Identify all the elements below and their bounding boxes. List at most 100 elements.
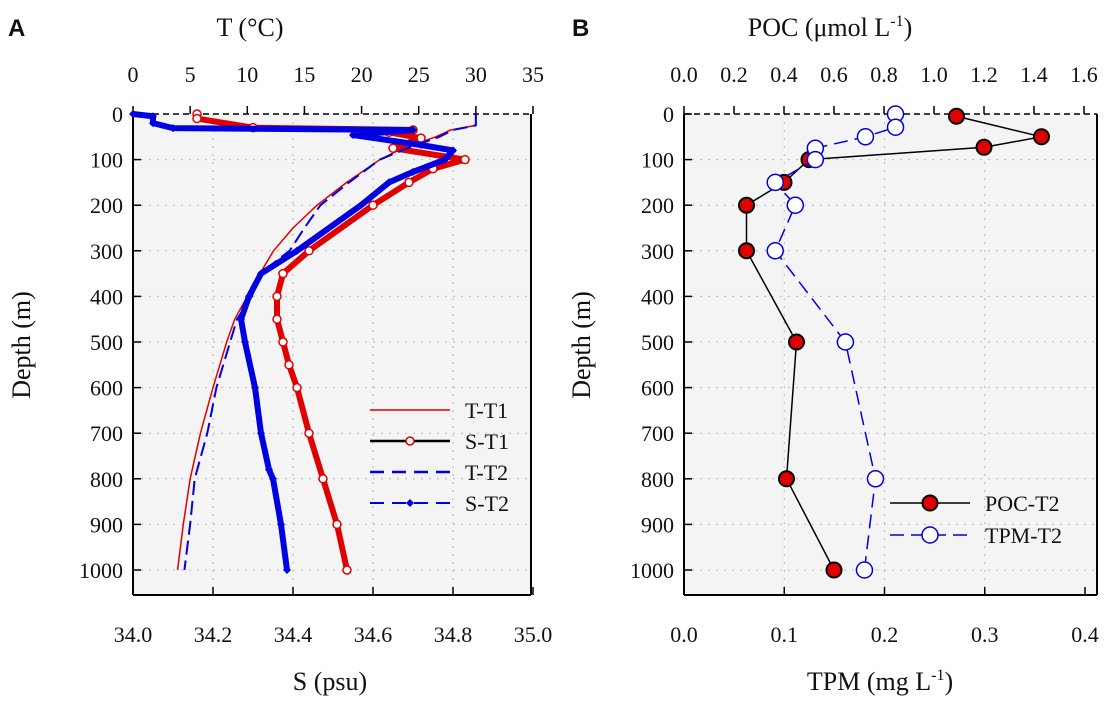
- y-tick-label: 200: [90, 193, 123, 218]
- data-point: [738, 196, 755, 214]
- data-point: [357, 201, 365, 210]
- y-tick-label: 900: [641, 512, 674, 537]
- y-tick-label: 800: [90, 467, 123, 492]
- data-point: [866, 470, 885, 488]
- bottom-tick-label: 34.2: [194, 622, 233, 647]
- top-axis-title: POC (μmol L-1): [748, 13, 913, 42]
- bottom-tick-label: 34.0: [114, 622, 153, 647]
- data-point: [277, 520, 285, 529]
- y-tick-label: 700: [90, 421, 123, 446]
- axis-title-superscript: -1: [931, 667, 944, 684]
- data-point: [786, 196, 805, 214]
- bottom-tick-label: 0.4: [1071, 622, 1099, 647]
- plot-area: [684, 114, 1097, 595]
- legend-item: T-T1: [370, 398, 508, 423]
- data-point: [441, 155, 449, 164]
- top-tick-label: 0.2: [720, 62, 748, 87]
- y-tick-label: 1000: [630, 558, 674, 583]
- data-point: [342, 565, 352, 575]
- data-point: [788, 333, 805, 351]
- top-tick-label: 15: [293, 62, 315, 87]
- top-axis-title: T (°C): [217, 13, 284, 42]
- data-point: [278, 337, 288, 347]
- data-point: [269, 474, 277, 483]
- data-point: [304, 246, 314, 256]
- y-tick-label: 1000: [79, 558, 123, 583]
- data-point: [283, 566, 291, 574]
- data-point: [417, 141, 425, 150]
- data-point: [272, 314, 282, 324]
- data-point: [385, 178, 393, 187]
- data-point: [169, 124, 177, 133]
- data-point: [149, 119, 157, 128]
- y-tick-label: 400: [641, 284, 674, 309]
- legend-label: S-T1: [465, 429, 509, 454]
- top-tick-label: 0.0: [670, 62, 698, 87]
- panel-b: B 0 100 200 300 400 500 600 700 800 900 1000 0.0 0.2 0…: [567, 13, 1099, 696]
- top-tick-label: 0.6: [820, 62, 848, 87]
- legend-item: POC-T2: [890, 491, 1060, 516]
- data-point: [332, 519, 342, 530]
- top-tick-label: 1.4: [1020, 62, 1048, 87]
- data-point: [278, 268, 288, 279]
- legend-item: TPM-T2: [890, 523, 1062, 548]
- axis-title-text: T (°C): [217, 13, 284, 42]
- data-point: [766, 242, 784, 260]
- data-point: [272, 291, 282, 302]
- plot-area: [133, 114, 531, 595]
- axis-title-end: ): [904, 13, 913, 42]
- top-tick-label: 25: [408, 62, 430, 87]
- data-point: [975, 138, 993, 156]
- top-tick-label: 1.6: [1070, 62, 1098, 87]
- data-point: [129, 110, 137, 118]
- data-point: [251, 383, 259, 392]
- legend-label: T-T1: [465, 398, 508, 423]
- legend-label: POC-T2: [985, 491, 1060, 516]
- y-tick-label: 600: [90, 376, 123, 401]
- series-line: [745, 115, 1043, 571]
- data-point: [855, 561, 874, 579]
- series-s-t2: [129, 110, 457, 574]
- top-tick-label: 0: [128, 62, 139, 87]
- top-tick-label: 1.2: [970, 62, 998, 87]
- y-tick-label: 900: [90, 512, 123, 537]
- data-point: [449, 146, 457, 155]
- bottom-axis-title: S (psu): [293, 667, 367, 696]
- data-point: [292, 382, 302, 393]
- top-tick-label: 30: [465, 62, 487, 87]
- panel-letter: A: [8, 15, 25, 42]
- bottom-tick-label: 35.0: [514, 622, 553, 647]
- bottom-tick-label: 0.1: [771, 622, 799, 647]
- data-point: [406, 499, 414, 507]
- data-point: [886, 118, 905, 136]
- data-point: [349, 130, 357, 139]
- data-point: [293, 246, 301, 255]
- panel-letter: B: [572, 15, 589, 42]
- y-tick-label: 200: [641, 193, 674, 218]
- y-tick-label: 0: [112, 102, 123, 127]
- y-tick-label: 100: [90, 148, 123, 173]
- y-tick-label: 100: [641, 148, 674, 173]
- data-point: [921, 526, 939, 544]
- top-tick-label: 20: [351, 62, 373, 87]
- data-point: [404, 177, 414, 188]
- axis-title-text: S (psu): [293, 667, 367, 696]
- data-point: [318, 474, 328, 484]
- top-tick-label: 35: [522, 62, 544, 87]
- data-point: [405, 436, 415, 446]
- y-axis-title: Depth (m): [567, 291, 596, 399]
- data-point: [192, 113, 202, 124]
- y-tick-label: 500: [90, 330, 123, 355]
- data-point: [738, 242, 755, 260]
- y-tick-label: 400: [90, 284, 123, 309]
- bottom-tick-label: 34.8: [434, 622, 473, 647]
- top-tick-label: 0.8: [870, 62, 898, 87]
- bottom-tick-label: 34.6: [354, 622, 393, 647]
- y-tick-label: 500: [641, 330, 674, 355]
- series-line: [183, 114, 477, 571]
- y-tick-label: 0: [663, 102, 674, 127]
- series-poc-t2: [738, 107, 1050, 579]
- legend-label: S-T2: [465, 491, 509, 516]
- series-tpm-t2: [766, 105, 905, 579]
